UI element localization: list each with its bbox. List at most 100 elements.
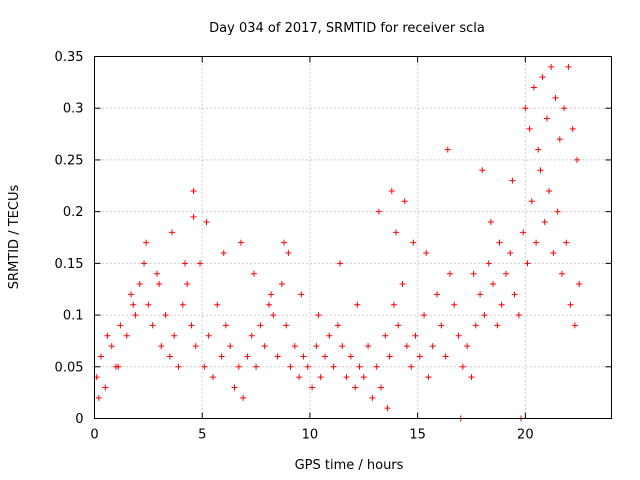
data-point: [408, 363, 415, 370]
data-point: [386, 353, 393, 360]
data-point: [507, 250, 514, 257]
data-point: [494, 322, 501, 329]
data-point: [477, 291, 484, 298]
data-point: [171, 332, 178, 339]
data-point: [360, 374, 367, 381]
data-point: [296, 374, 303, 381]
data-point: [574, 156, 581, 163]
data-point: [354, 301, 361, 308]
data-point: [143, 239, 150, 246]
data-point: [388, 187, 395, 194]
y-tick-label: 0.25: [55, 153, 84, 168]
x-tick-label: 10: [302, 428, 319, 443]
data-point: [169, 229, 176, 236]
data-point: [108, 343, 115, 350]
data-point: [250, 270, 257, 277]
x-axis-label: GPS time / hours: [295, 458, 404, 473]
data-point: [546, 187, 553, 194]
data-point: [444, 146, 451, 153]
y-tick-label: 0.15: [55, 257, 84, 272]
data-point: [248, 332, 255, 339]
data-points: [93, 63, 583, 422]
data-point: [347, 353, 354, 360]
data-point: [145, 301, 152, 308]
data-point: [339, 343, 346, 350]
grid-lines: [94, 56, 612, 419]
data-point: [285, 250, 292, 257]
data-point: [567, 301, 574, 308]
data-point: [300, 353, 307, 360]
data-point: [375, 208, 382, 215]
data-point: [487, 218, 494, 225]
data-point: [535, 146, 542, 153]
data-point: [205, 332, 212, 339]
data-point: [522, 105, 529, 112]
data-point: [244, 353, 251, 360]
data-point: [393, 229, 400, 236]
data-point: [130, 301, 137, 308]
data-point: [410, 239, 417, 246]
data-point: [188, 322, 195, 329]
data-point: [209, 374, 216, 381]
data-point: [520, 229, 527, 236]
data-point: [313, 343, 320, 350]
data-point: [533, 239, 540, 246]
data-point: [496, 239, 503, 246]
plot-frame: [94, 56, 612, 419]
data-point: [399, 281, 406, 288]
data-point: [498, 301, 505, 308]
data-point: [451, 301, 458, 308]
data-point: [203, 218, 210, 225]
x-tick-label: 20: [517, 428, 534, 443]
data-point: [543, 115, 550, 122]
y-tick-label: 0.1: [63, 309, 84, 324]
data-point: [156, 281, 163, 288]
data-point: [123, 332, 130, 339]
data-point: [442, 353, 449, 360]
data-point: [565, 63, 572, 70]
data-point: [227, 343, 234, 350]
data-point: [511, 291, 518, 298]
y-axis-ticks: 0 0.05 0.1 0.15 0.2 0.25 0.3 0.35: [55, 50, 612, 427]
data-point: [166, 353, 173, 360]
data-point: [528, 198, 535, 205]
data-point: [446, 270, 453, 277]
data-point: [384, 405, 391, 412]
data-point: [136, 281, 143, 288]
data-point: [550, 250, 557, 257]
data-point: [472, 322, 479, 329]
data-point: [526, 125, 533, 132]
data-point: [569, 125, 576, 132]
data-point: [278, 281, 285, 288]
data-point: [197, 260, 204, 267]
data-point: [321, 353, 328, 360]
data-point: [153, 270, 160, 277]
data-point: [352, 384, 359, 391]
data-point: [175, 363, 182, 370]
data-point: [434, 291, 441, 298]
data-point: [382, 332, 389, 339]
data-point: [378, 384, 385, 391]
data-point: [556, 136, 563, 143]
x-tick-label: 5: [198, 428, 206, 443]
data-point: [231, 384, 238, 391]
data-point: [235, 363, 242, 370]
data-point: [220, 250, 227, 257]
data-point: [283, 322, 290, 329]
data-point: [343, 374, 350, 381]
data-point: [102, 384, 109, 391]
data-point: [563, 239, 570, 246]
data-point: [459, 363, 466, 370]
data-point: [421, 312, 428, 319]
data-point: [468, 374, 475, 381]
data-point: [237, 239, 244, 246]
data-point: [281, 239, 288, 246]
y-tick-label: 0.2: [63, 205, 84, 220]
data-point: [334, 322, 341, 329]
data-point: [270, 312, 277, 319]
y-tick-label: 0.3: [63, 102, 84, 117]
data-point: [315, 312, 322, 319]
data-point: [429, 343, 436, 350]
data-point: [253, 363, 260, 370]
